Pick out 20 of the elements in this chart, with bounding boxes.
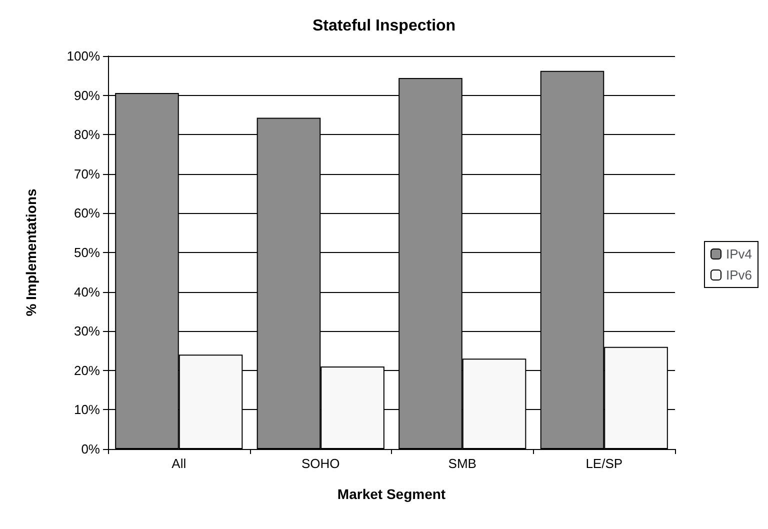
y-tick-label: 30% xyxy=(74,324,100,339)
x-tick-label: SOHO xyxy=(301,456,340,471)
y-tick-label: 50% xyxy=(74,245,100,260)
y-tick-label: 100% xyxy=(66,48,100,64)
x-tick-label: All xyxy=(172,456,186,471)
x-axis-title: Market Segment xyxy=(337,486,446,502)
y-tick-label: 10% xyxy=(74,402,100,418)
y-tick-label: 0% xyxy=(81,442,100,456)
y-tick-label: 80% xyxy=(74,127,100,142)
x-tick-label: SMB xyxy=(448,456,476,471)
y-tick-label: 40% xyxy=(74,284,100,300)
legend-label: IPv6 xyxy=(726,268,752,282)
x-tick-label: LE/SP xyxy=(586,456,623,471)
chart-title: Stateful Inspection xyxy=(312,18,456,34)
y-axis-title: % Implementations xyxy=(23,188,39,316)
y-tick-label: 60% xyxy=(74,206,100,221)
y-tick-label: 20% xyxy=(74,362,100,378)
legend-label: IPv4 xyxy=(726,246,752,262)
y-tick-label: 70% xyxy=(74,166,100,182)
y-tick-label: 90% xyxy=(74,88,100,103)
